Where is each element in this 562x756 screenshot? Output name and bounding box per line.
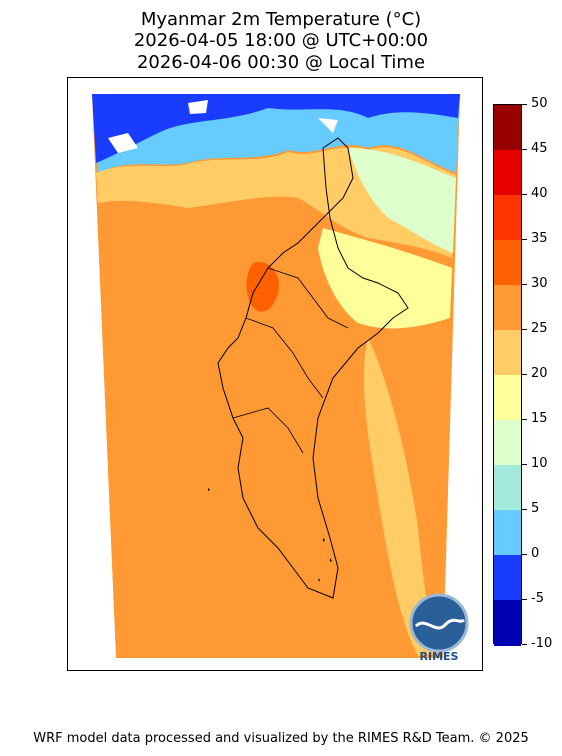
colorbar-segment [494,555,521,601]
rimes-logo-text: RIMES [420,650,459,663]
colorbar-segment [494,240,521,286]
colorbar-tick [522,509,527,510]
colorbar-segment [494,285,521,331]
colorbar-tick [522,104,527,105]
warm-east-coast [363,338,438,656]
colorbar-tick-label: -10 [531,636,553,651]
map-title-line-3: 2026-04-06 00:30 @ Local Time [136,52,426,73]
colorbar-tick [522,554,527,555]
colorbar-tick-label: 30 [531,276,548,291]
colorbar-tick-label: 50 [531,96,548,111]
map-title-line-1: Myanmar 2m Temperature (°C) [140,9,422,30]
colorbar-tick-label: 40 [531,186,548,201]
colorbar-tick-label: 35 [531,231,548,246]
colorbar-segment [494,105,521,151]
freezing-region-north [92,94,460,163]
colorbar-tick-label: 10 [531,456,548,471]
colorbar-tick-label: -5 [531,591,544,606]
snow-patches [108,100,338,153]
colorbar-tick-label: 25 [531,321,548,336]
colorbar-tick [522,599,527,600]
colorbar-tick [522,419,527,420]
colorbar-segment [494,465,521,511]
colorbar-segment [494,420,521,466]
map-panel: RIMES [67,77,483,671]
colorbar-tick [522,194,527,195]
colorbar-segment [494,510,521,556]
hot-core [246,262,279,312]
colorbar-tick-label: 20 [531,366,548,381]
colorbar-tick [522,239,527,240]
colorbar [493,104,522,646]
colorbar-tick [522,284,527,285]
colorbar-tick [522,464,527,465]
rimes-logo-wave [414,618,466,630]
colorbar-tick-label: 0 [531,546,540,561]
internal-border-2 [245,317,324,399]
colorbar-tick [522,644,527,645]
colorbar-segment [494,330,521,376]
colorbar-segment [494,195,521,241]
colorbar-segment [494,375,521,421]
internal-border-1 [267,267,349,329]
colorbar-tick-label: 15 [531,411,548,426]
cool-region-northeast [348,148,456,253]
myanmar-border [217,137,409,599]
colorbar-tick [522,329,527,330]
colorbar-segment [494,600,521,646]
credit-footer: WRF model data processed and visualized … [33,731,529,746]
map-title-line-2: 2026-04-05 18:00 @ UTC+00:00 [133,30,429,51]
temperature-map: RIMES [92,94,469,663]
cool-plateau [318,228,452,329]
colorbar-tick-label: 5 [531,501,540,516]
colorbar-tick-label: 45 [531,141,548,156]
colorbar-tick [522,374,527,375]
rimes-logo-emblem [409,593,469,653]
internal-border-3 [232,407,304,454]
colorbar-segment [494,150,521,196]
colorbar-tick [522,149,527,150]
